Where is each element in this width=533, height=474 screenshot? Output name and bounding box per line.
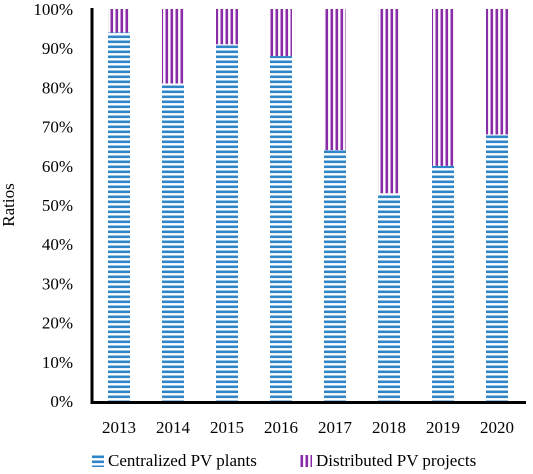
x-tick-labels: 2013 2014 2015 2016 2017 2018 2019 2020	[102, 418, 514, 437]
bar-centralized-2020	[486, 134, 508, 401]
y-axis-label: Ratios	[0, 183, 18, 226]
bar-centralized-2016	[270, 56, 292, 401]
y-tick-label: 100%	[33, 0, 73, 19]
legend-label-centralized: Centralized PV plants	[108, 451, 257, 470]
bar-distributed-2015	[216, 9, 238, 45]
bar-distributed-2013	[108, 9, 130, 33]
bar-centralized-2017	[324, 150, 346, 401]
y-tick-label: 70%	[42, 118, 73, 137]
bar-distributed-2019	[432, 9, 454, 166]
bar-centralized-2018	[378, 193, 400, 401]
legend-label-distributed: Distributed PV projects	[316, 451, 476, 470]
x-tick-label: 2020	[480, 418, 514, 437]
x-tick-label: 2019	[426, 418, 460, 437]
y-tick-label: 50%	[42, 196, 73, 215]
x-tick-label: 2015	[210, 418, 244, 437]
bar-distributed-2020	[486, 9, 508, 135]
legend: Centralized PV plants Distributed PV pro…	[92, 451, 476, 470]
y-tick-labels: 0% 10% 20% 30% 40% 50% 60% 70% 80% 90% 100%	[33, 0, 73, 411]
bar-centralized-2019	[432, 165, 454, 401]
y-tick-label: 90%	[42, 39, 73, 58]
y-tick-label: 60%	[42, 157, 73, 176]
legend-swatch-centralized	[92, 455, 104, 467]
y-tick-label: 30%	[42, 274, 73, 293]
bar-centralized-2015	[216, 44, 238, 401]
y-tick-label: 20%	[42, 314, 73, 333]
bar-distributed-2014	[162, 9, 184, 84]
bar-distributed-2016	[270, 9, 292, 57]
bar-centralized-2014	[162, 83, 184, 401]
x-tick-label: 2016	[264, 418, 298, 437]
x-tick-label: 2017	[318, 418, 353, 437]
y-tick-label: 10%	[42, 353, 73, 372]
legend-swatch-distributed	[300, 455, 312, 467]
y-tick-label: 0%	[50, 392, 73, 411]
bar-distributed-2017	[324, 9, 346, 151]
bar-distributed-2018	[378, 9, 400, 194]
x-tick-label: 2013	[102, 418, 136, 437]
x-tick-label: 2018	[372, 418, 406, 437]
legend-item-distributed: Distributed PV projects	[300, 451, 476, 470]
bar-centralized-2013	[108, 32, 130, 402]
bars-layer	[108, 9, 508, 402]
x-tick-label: 2014	[156, 418, 191, 437]
y-tick-label: 40%	[42, 235, 73, 254]
y-tick-label: 80%	[42, 78, 73, 97]
legend-item-centralized: Centralized PV plants	[92, 451, 257, 470]
